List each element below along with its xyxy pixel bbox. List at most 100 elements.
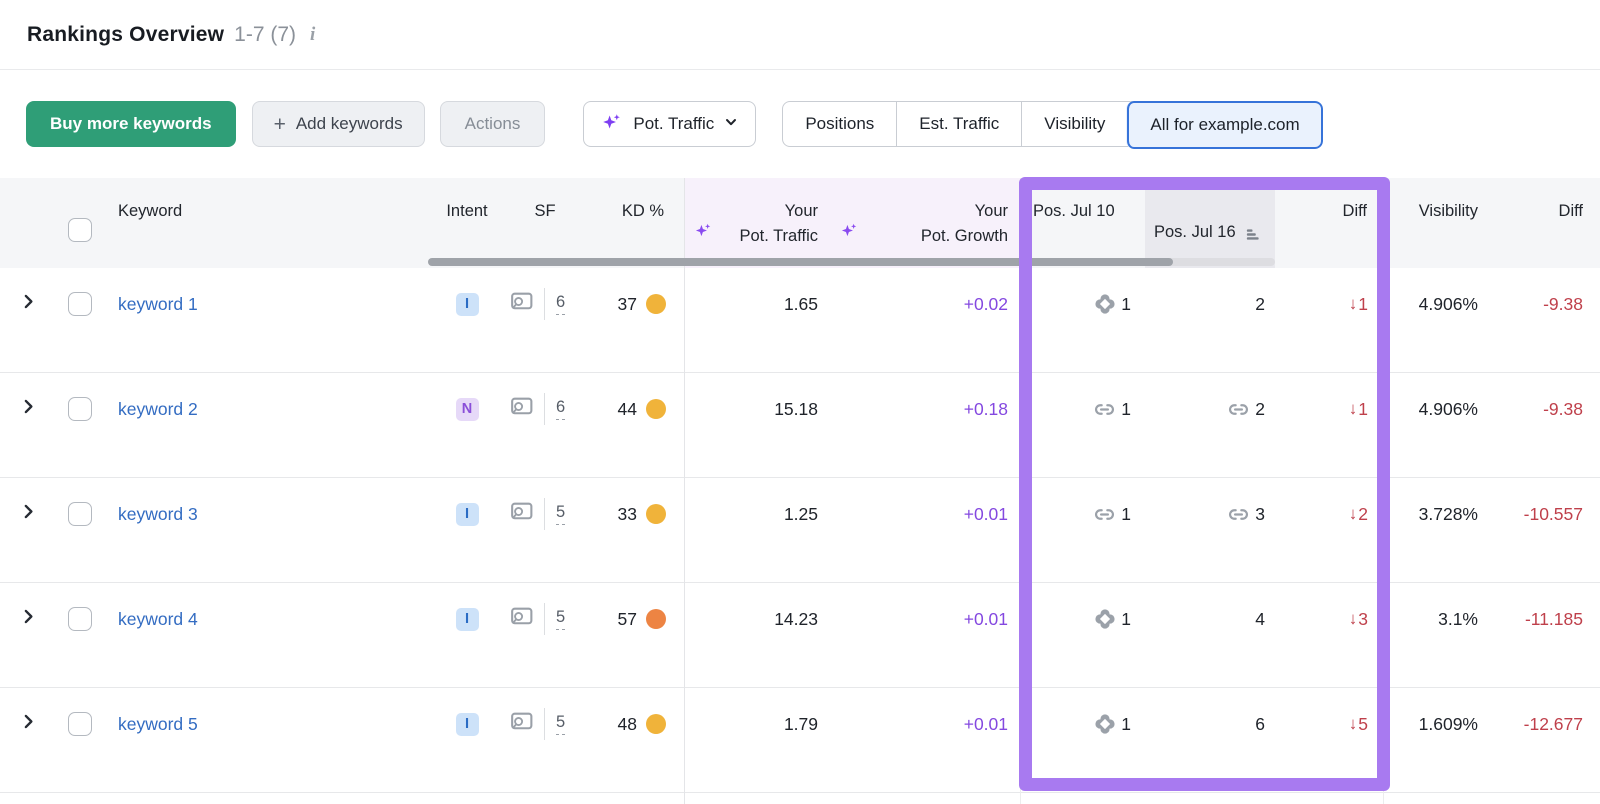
segment-all-for-domain[interactable]: All for example.com [1126,101,1323,149]
sort-icon[interactable] [1245,225,1260,250]
position-diff-value: 5 [1358,713,1368,734]
row-checkbox[interactable] [68,607,92,631]
header-checkbox-cell [56,178,104,268]
page-title: Rankings Overview [27,22,225,46]
column-header-diff[interactable]: Diff [1342,202,1367,220]
pos-old-value: 1 [1121,503,1131,524]
chevron-right-icon [20,503,37,525]
column-header-pot-growth[interactable]: Your Pot. Growth [830,178,1020,268]
select-all-checkbox[interactable] [68,218,92,242]
intent-badge[interactable]: I [455,502,479,526]
row-checkbox[interactable] [68,292,92,316]
view-toggle: Positions Est. Traffic Visibility All fo… [782,101,1323,149]
actions-button[interactable]: Actions [439,101,546,147]
intent-badge[interactable]: I [455,607,479,631]
expand-row-control[interactable] [0,497,56,531]
row-checkbox[interactable] [68,502,92,526]
row-checkbox[interactable] [68,397,92,421]
pos-new-value: 2 [1255,398,1265,419]
table-row: keyword 4 I 5 57 14.23 +0.01 1 4 ↓ 3 3.1… [0,583,1600,688]
column-header-keyword[interactable]: Keyword [118,202,183,220]
arrow-down-icon: ↓ [1348,609,1358,628]
intent-badge[interactable]: I [455,292,479,316]
pot-growth-value: +0.02 [963,293,1008,314]
expand-row-control[interactable] [0,602,56,636]
column-divider [1020,178,1021,804]
sf-count[interactable]: 6 [556,398,566,420]
pot-traffic-value: 14.23 [774,608,818,629]
pos-new-value: 6 [1255,713,1265,734]
column-header-visibility-diff[interactable]: Diff [1558,202,1583,220]
column-divider [1383,178,1384,804]
expand-row-control[interactable] [0,707,56,741]
link-icon [1226,397,1251,422]
serp-features-icon[interactable] [508,603,535,635]
arrow-down-icon: ↓ [1348,504,1358,523]
chevron-right-icon [20,713,37,735]
column-header-visibility[interactable]: Visibility [1418,202,1478,220]
sf-count[interactable]: 5 [556,713,566,735]
column-header-sf[interactable]: SF [534,202,556,220]
sparkles-icon [830,199,859,268]
keyword-link[interactable]: keyword 2 [118,398,198,419]
link-icon [1092,397,1117,422]
kd-difficulty-dot [646,714,666,734]
serp-features-icon[interactable] [508,393,535,425]
plus-icon: + [273,112,286,136]
segment-est-traffic[interactable]: Est. Traffic [896,102,1021,146]
expand-row-control[interactable] [0,392,56,426]
table-row: keyword 3 I 5 33 1.25 +0.01 1 3 ↓ 2 3.72… [0,478,1600,583]
add-keywords-button[interactable]: + Add keywords [251,101,425,147]
visibility-value: 4.906% [1418,398,1478,419]
pot-traffic-value: 1.25 [783,503,818,524]
sf-count[interactable]: 5 [556,503,566,525]
next-row-partial [0,793,1600,804]
pot-traffic-value: 15.18 [774,398,818,419]
visibility-value: 4.906% [1418,293,1478,314]
column-header-pos-jul10[interactable]: Pos. Jul 10 [1033,202,1115,220]
sf-count[interactable]: 5 [556,608,566,630]
column-header-pot-traffic[interactable]: Your Pot. Traffic [684,178,830,268]
serp-features-icon[interactable] [508,708,535,740]
column-header-intent[interactable]: Intent [446,202,488,220]
column-header-kd[interactable]: KD % [621,202,664,220]
info-icon[interactable]: i [310,23,316,45]
divider [544,708,545,740]
intent-badge[interactable]: N [455,397,479,421]
table-row: keyword 1 I 6 37 1.65 +0.02 1 2 ↓ 1 4.90… [0,268,1600,373]
keyword-link[interactable]: keyword 3 [118,503,198,524]
keyword-link[interactable]: keyword 4 [118,608,198,629]
pos-old-value: 1 [1121,398,1131,419]
horizontal-scrollbar-thumb[interactable] [428,258,1173,266]
table-row: keyword 5 I 5 48 1.79 +0.01 1 6 ↓ 5 1.60… [0,688,1600,793]
pot-growth-value: +0.01 [963,608,1008,629]
visibility-value: 3.1% [1438,608,1478,629]
chevron-right-icon [20,608,37,630]
position-diff-value: 2 [1358,503,1368,524]
segment-visibility[interactable]: Visibility [1021,102,1127,146]
pos-old-value: 1 [1121,293,1131,314]
fixed-columns-divider [684,178,685,804]
sparkles-icon [601,111,623,138]
pos-old-value: 1 [1121,713,1131,734]
serp-features-icon[interactable] [508,288,535,320]
pot-growth-value: +0.18 [963,398,1008,419]
pos-new-value: 2 [1255,293,1265,314]
chevron-right-icon [20,293,37,315]
header-expander-spacer [0,178,56,268]
keyword-link[interactable]: keyword 1 [118,293,198,314]
expand-row-control[interactable] [0,287,56,321]
keyword-link[interactable]: keyword 5 [118,713,198,734]
row-checkbox[interactable] [68,712,92,736]
divider [544,498,545,530]
metric-dropdown[interactable]: Pot. Traffic [583,101,757,147]
serp-features-icon[interactable] [508,498,535,530]
column-header-pos-jul16[interactable]: Pos. Jul 16 [1145,178,1275,268]
table-body: keyword 1 I 6 37 1.65 +0.02 1 2 ↓ 1 4.90… [0,268,1600,793]
position-diff-value: 1 [1358,293,1368,314]
sf-count[interactable]: 6 [556,293,566,315]
sparkles-icon [684,199,713,268]
buy-more-keywords-button[interactable]: Buy more keywords [26,101,236,147]
segment-positions[interactable]: Positions [805,114,875,133]
intent-badge[interactable]: I [455,712,479,736]
